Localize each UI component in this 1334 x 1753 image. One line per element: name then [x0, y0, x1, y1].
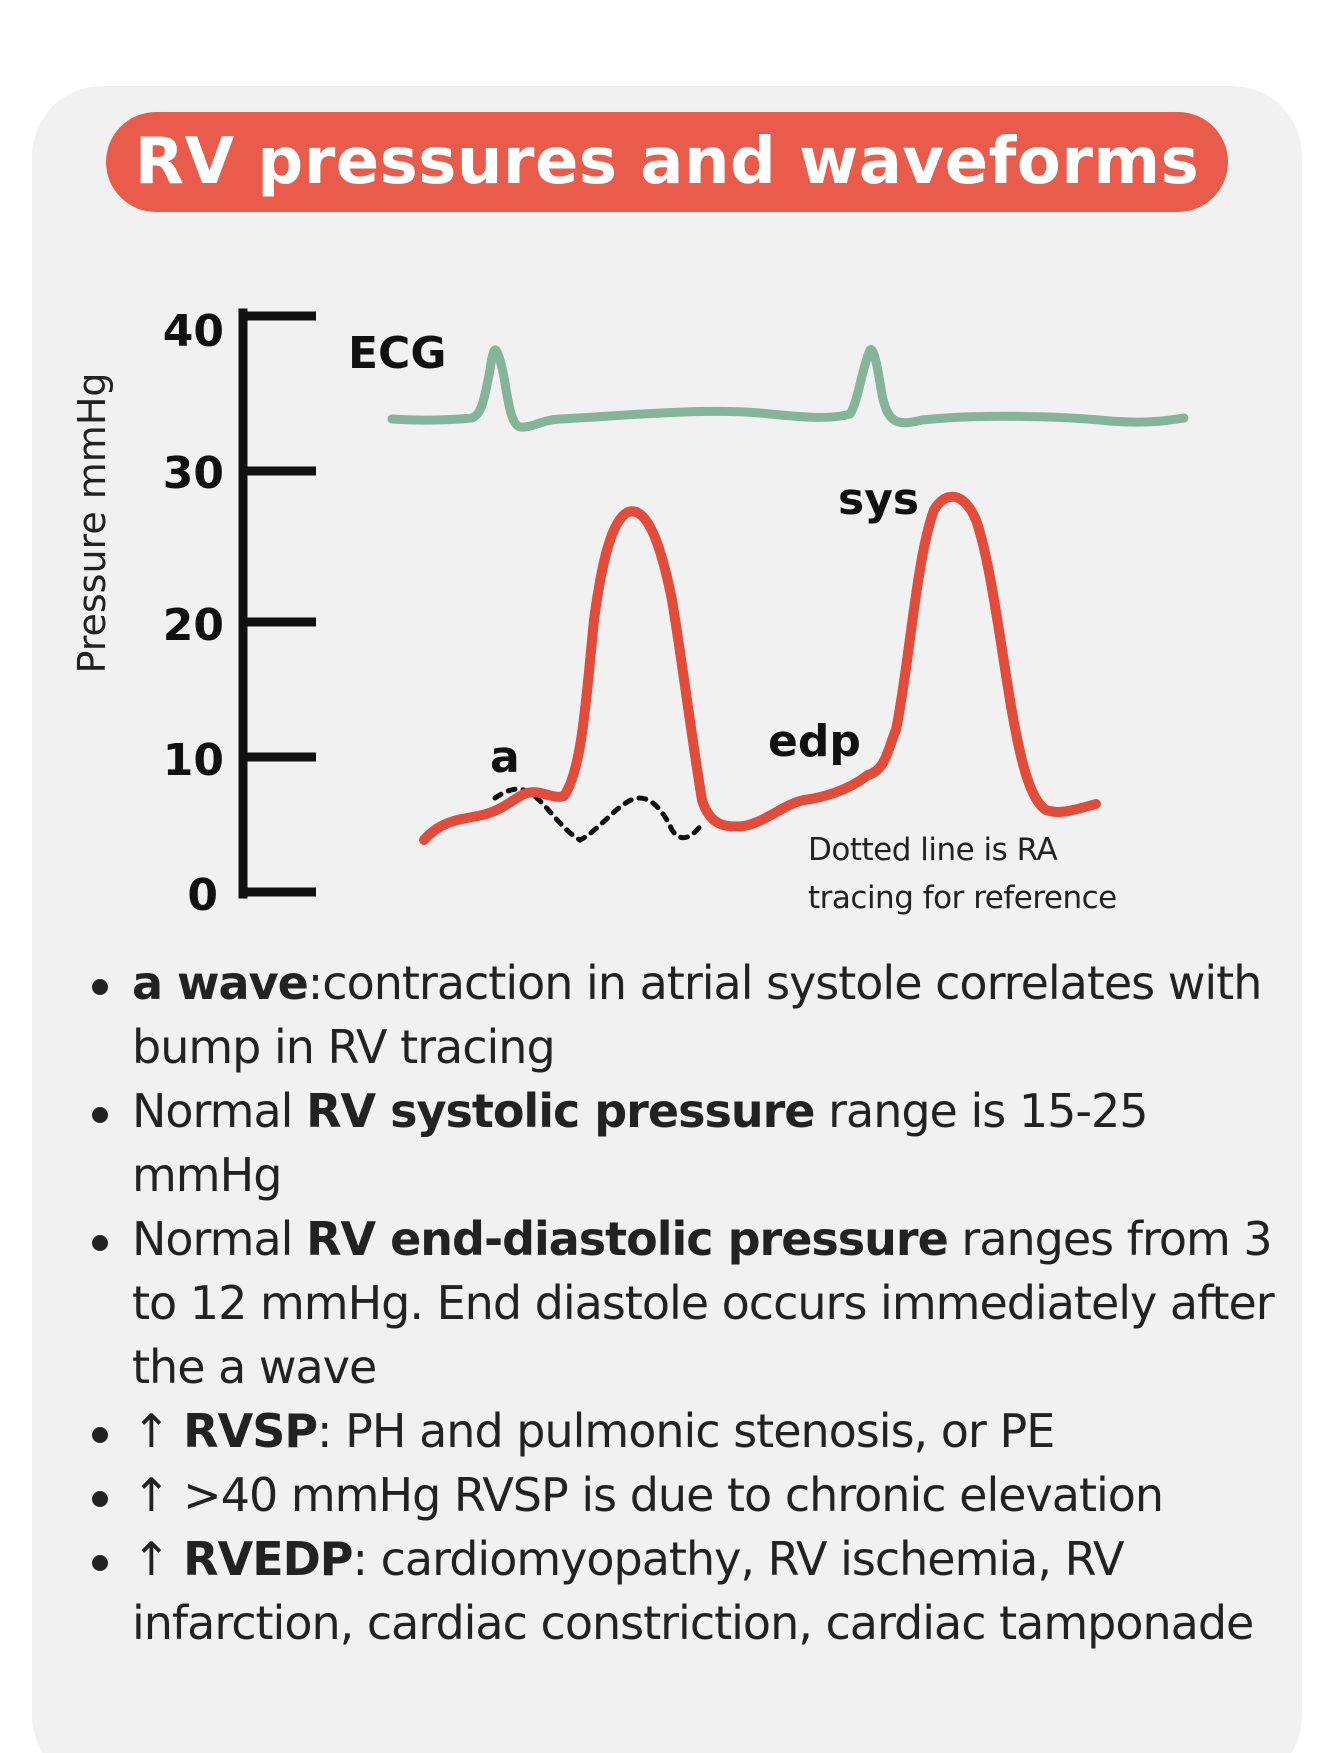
- note-line-2: tracing for reference: [808, 880, 1117, 916]
- bullet-text: : cardiomyopathy, RV ischemia, RV infarc…: [132, 1532, 1254, 1650]
- list-item: Normal RV systolic pressure range is 15-…: [80, 1079, 1310, 1207]
- ecg-label: ECG: [348, 328, 446, 379]
- list-item: ↑ RVSP: PH and pulmonic stenosis, or PE: [80, 1399, 1310, 1463]
- y-tick-label-10: 10: [163, 735, 224, 786]
- bullet-bold: RV systolic pressure: [306, 1084, 815, 1138]
- list-item: Normal RV end-diastolic pressure ranges …: [80, 1207, 1310, 1399]
- sys-label: sys: [838, 474, 919, 525]
- y-tick-label-40: 40: [163, 306, 224, 357]
- bullet-text: ↑: [132, 1532, 184, 1586]
- page-title: RV pressures and waveforms: [134, 125, 1200, 199]
- a-wave-label: a: [490, 732, 520, 783]
- bullet-text: ↑ >40 mmHg RVSP is due to chronic elevat…: [132, 1468, 1164, 1522]
- bullet-text: range is 15-25 mmHg: [132, 1084, 1149, 1202]
- bullet-text: ↑: [132, 1404, 184, 1458]
- bullet-text: :contraction in atrial systole correlate…: [132, 956, 1262, 1074]
- note-line-1: Dotted line is RA: [808, 832, 1058, 868]
- list-item: ↑ RVEDP: cardiomyopathy, RV ischemia, RV…: [80, 1527, 1310, 1655]
- bullet-text: Normal: [132, 1084, 307, 1138]
- y-tick-label-30: 30: [163, 448, 224, 499]
- y-tick-label-0: 0: [187, 870, 218, 921]
- bullet-bold: RVEDP: [183, 1532, 353, 1586]
- ra-reference-note: Dotted line is RA tracing for reference: [808, 826, 1228, 922]
- y-tick-label-20: 20: [163, 600, 224, 651]
- edp-label: edp: [768, 716, 861, 767]
- bullet-bold: RVSP: [183, 1404, 318, 1458]
- bullet-text: Normal: [132, 1212, 307, 1266]
- key-points-list: a wave:contraction in atrial systole cor…: [80, 951, 1310, 1655]
- list-item: ↑ >40 mmHg RVSP is due to chronic elevat…: [80, 1463, 1310, 1527]
- bullet-bold: a wave: [132, 956, 309, 1010]
- title-banner: RV pressures and waveforms: [106, 112, 1228, 212]
- rv-waveform-diagram: 40 30 20 10 0 ECG sys a edp: [163, 306, 1189, 921]
- bullet-text: : PH and pulmonic stenosis, or PE: [317, 1404, 1055, 1458]
- ecg-trace: [387, 345, 1189, 432]
- list-item: a wave:contraction in atrial systole cor…: [80, 951, 1310, 1079]
- rv-pressure-trace: [419, 491, 1101, 845]
- bullet-bold: RV end-diastolic pressure: [306, 1212, 949, 1266]
- bullet-text: ranges from 3 to 12 mmHg. End diastole o…: [132, 1212, 1275, 1394]
- y-axis: 40 30 20 10 0: [163, 306, 316, 921]
